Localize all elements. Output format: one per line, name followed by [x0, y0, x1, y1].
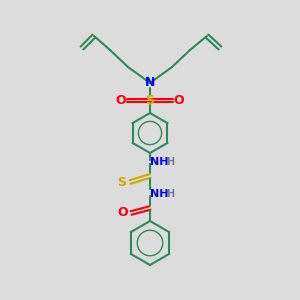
Text: O: O	[116, 94, 126, 106]
Text: NH: NH	[150, 157, 168, 167]
Text: H: H	[166, 189, 174, 199]
Text: O: O	[174, 94, 184, 106]
Text: H: H	[166, 157, 174, 167]
Text: S: S	[146, 94, 154, 106]
Text: S: S	[118, 176, 127, 188]
Text: N: N	[145, 76, 155, 89]
Text: NH: NH	[150, 189, 168, 199]
Text: O: O	[118, 206, 128, 220]
